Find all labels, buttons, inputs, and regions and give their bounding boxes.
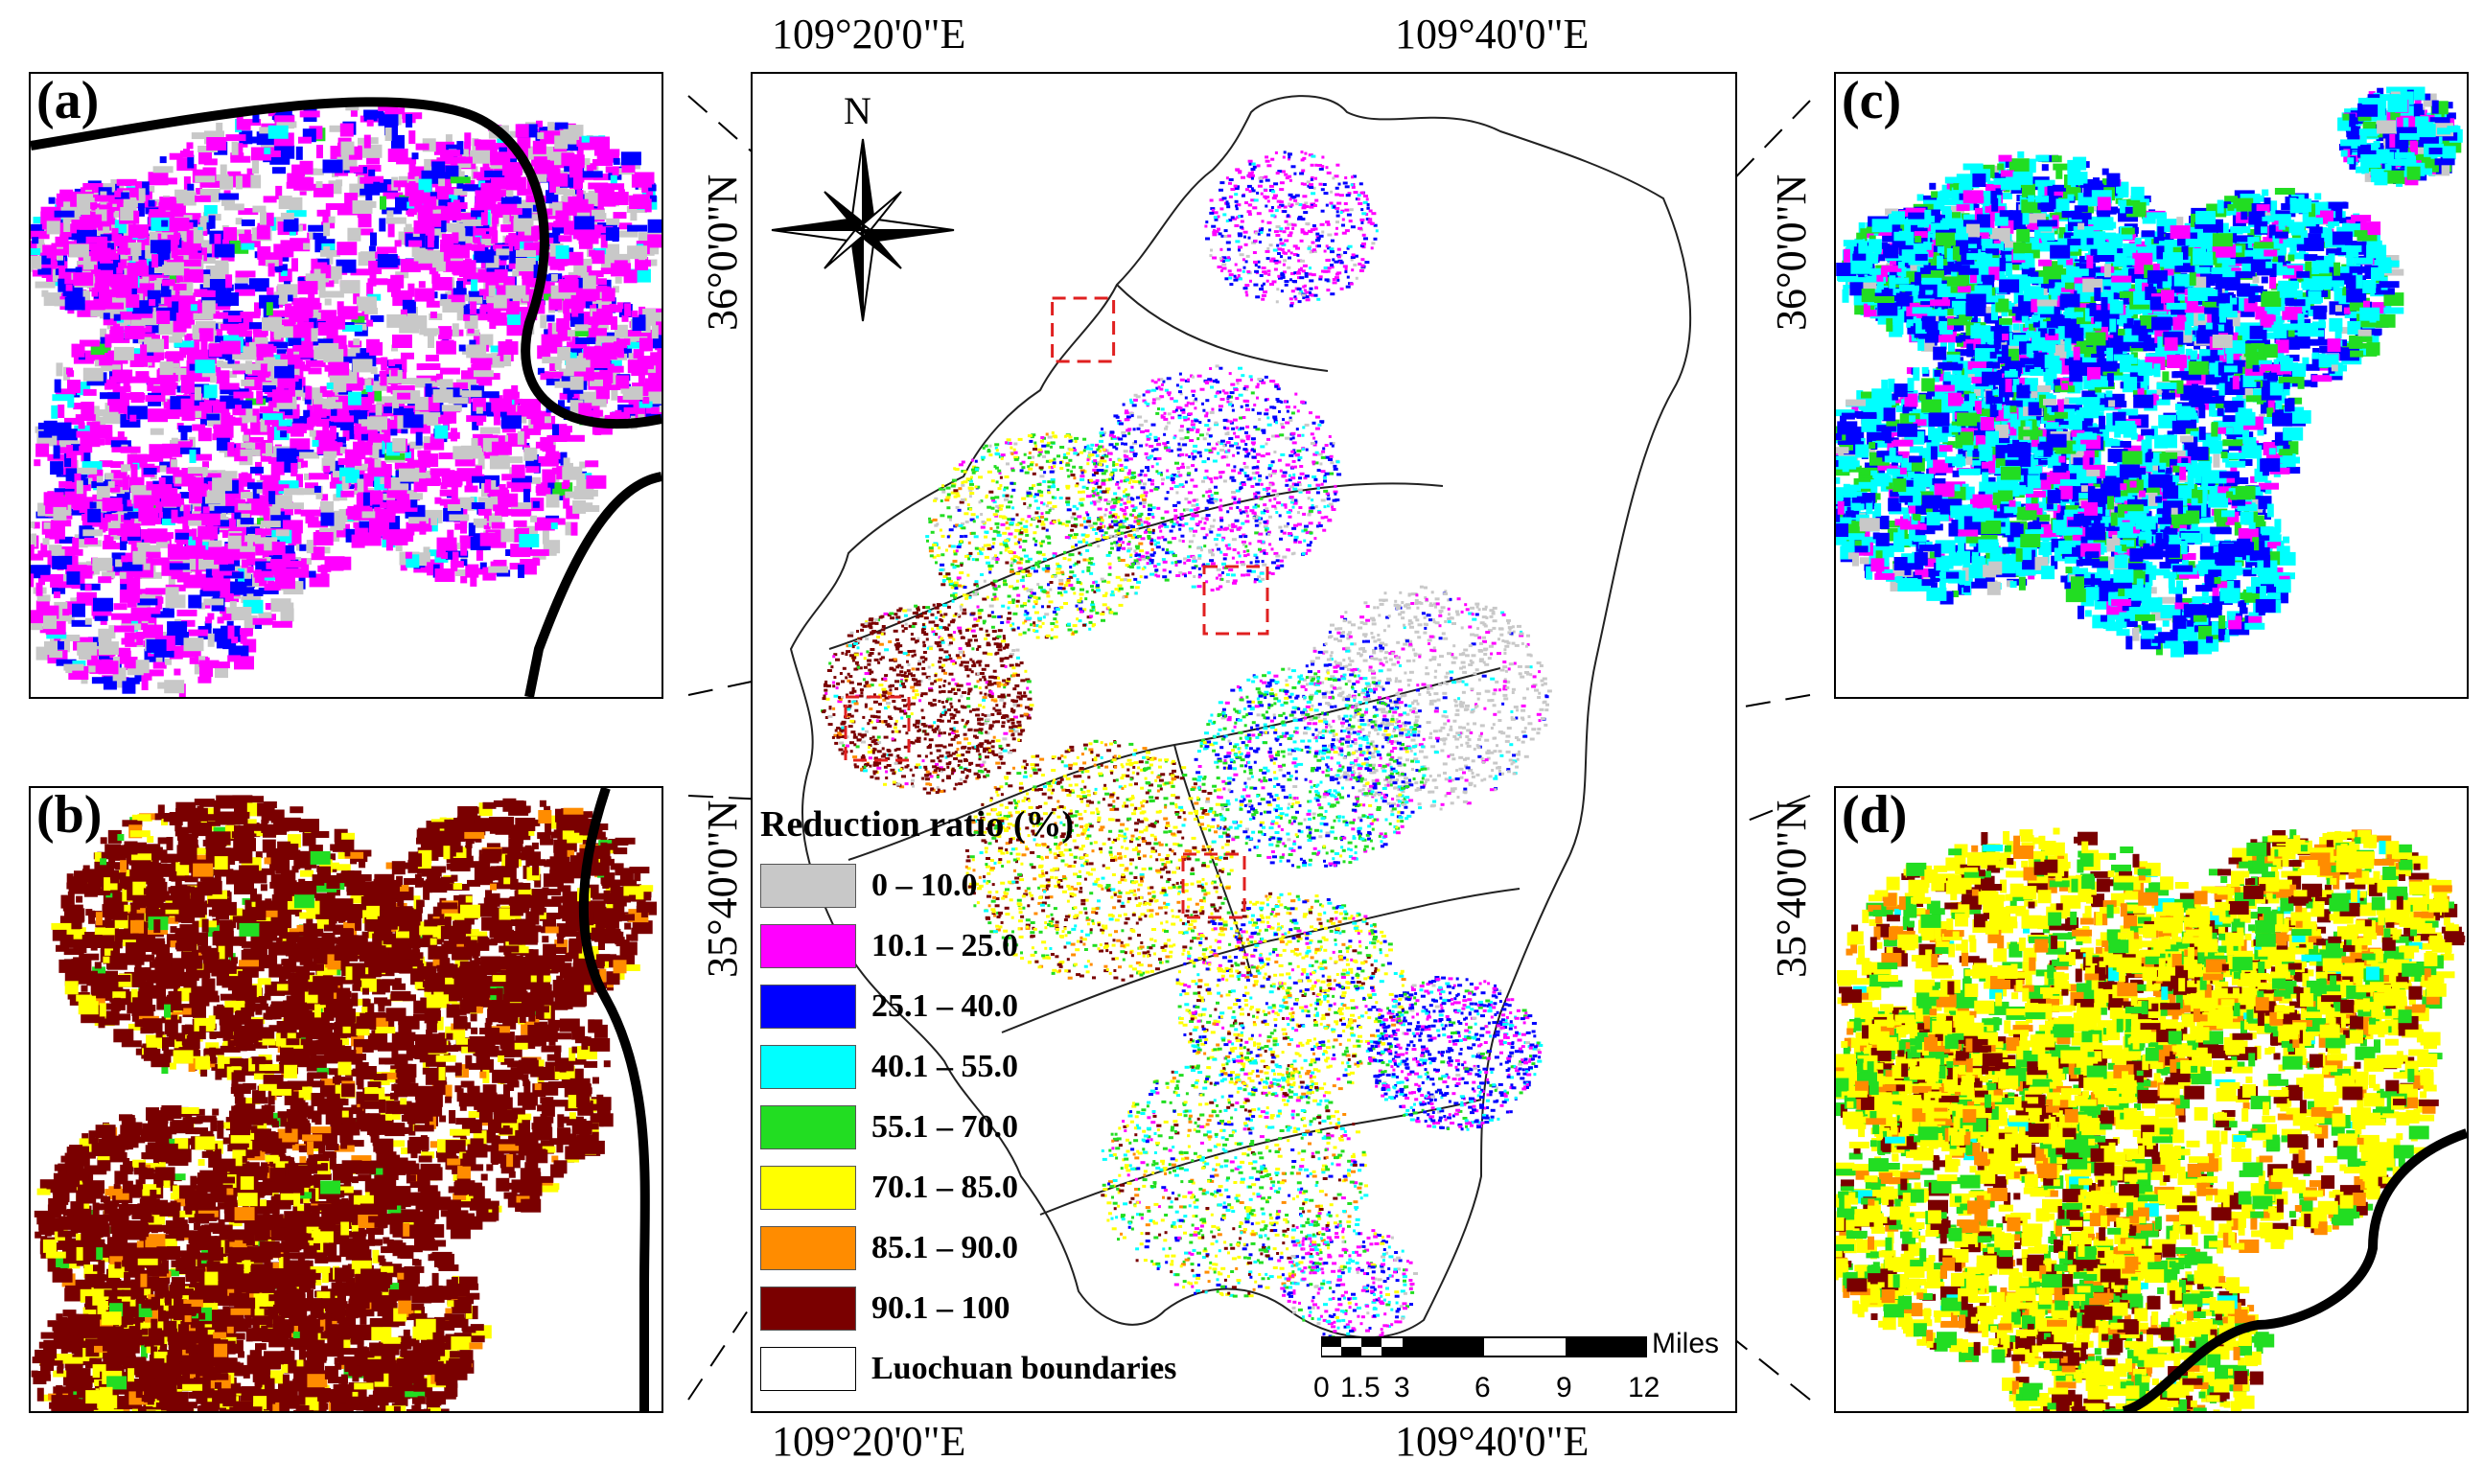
panel-a-map <box>31 97 662 697</box>
legend-item: 10.1 – 25.0 <box>760 916 1176 976</box>
panel-label-b: (b) <box>36 788 102 842</box>
panel-label-a: (a) <box>36 74 99 128</box>
legend-swatch <box>760 984 856 1029</box>
panel-c-map <box>1836 86 2463 658</box>
zoom-panel-a: (a) <box>29 72 663 699</box>
scale-tick-0: 0 <box>1313 1372 1330 1404</box>
legend-label: 0 – 10.0 <box>871 868 978 904</box>
coord-left-bottom: 35°40'0"N <box>698 800 747 978</box>
coord-top-right: 109°40'0"E <box>1395 10 1589 58</box>
legend: Reduction ratio (%) 0 – 10.0 10.1 – 25.0 2… <box>760 803 1176 1399</box>
legend-item: 25.1 – 40.0 <box>760 976 1176 1036</box>
coord-bottom-left: 109°20'0"E <box>772 1417 965 1466</box>
panel-b-map <box>31 788 657 1411</box>
legend-swatch <box>760 1346 856 1391</box>
legend-label: Luochuan boundaries <box>871 1351 1176 1387</box>
scale-bar-graphic <box>1320 1336 1648 1357</box>
legend-item: 85.1 – 90.0 <box>760 1217 1176 1278</box>
main-map-frame <box>751 72 1737 1413</box>
legend-swatch <box>760 1104 856 1149</box>
coord-left-top: 36°0'0"N <box>698 174 747 331</box>
legend-swatch <box>760 863 856 908</box>
scale-tick-2: 3 <box>1394 1372 1410 1404</box>
legend-item: Luochuan boundaries <box>760 1338 1176 1399</box>
zoom-panel-c: (c) <box>1834 72 2469 699</box>
north-label: N <box>844 88 871 133</box>
panel-label-c: (c) <box>1842 74 1901 128</box>
luochuan-main-map <box>789 95 1692 1343</box>
legend-item: 40.1 – 55.0 <box>760 1036 1176 1097</box>
legend-item: 0 – 10.0 <box>760 855 1176 916</box>
scale-tick-3: 6 <box>1474 1372 1491 1404</box>
coord-right-top: 36°0'0"N <box>1767 174 1816 331</box>
legend-label: 40.1 – 55.0 <box>871 1049 1018 1085</box>
coord-right-bottom: 35°40'0"N <box>1767 800 1816 978</box>
legend-title: Reduction ratio (%) <box>760 803 1176 846</box>
legend-label: 85.1 – 90.0 <box>871 1230 1018 1266</box>
coord-top-left: 109°20'0"E <box>772 10 965 58</box>
legend-item: 55.1 – 70.0 <box>760 1097 1176 1157</box>
legend-swatch <box>760 1225 856 1270</box>
legend-item: 90.1 – 100 <box>760 1278 1176 1338</box>
zoom-panel-b: (b) <box>29 786 663 1413</box>
legend-item: 70.1 – 85.0 <box>760 1157 1176 1217</box>
scale-tick-1: 1.5 <box>1340 1372 1381 1404</box>
coord-bottom-right: 109°40'0"E <box>1395 1417 1589 1466</box>
legend-swatch <box>760 1286 856 1331</box>
legend-label: 70.1 – 85.0 <box>871 1170 1018 1206</box>
legend-label: 10.1 – 25.0 <box>871 928 1018 964</box>
scale-unit: Miles <box>1652 1328 1719 1360</box>
panel-d-map <box>1836 827 2467 1411</box>
legend-swatch <box>760 1165 856 1210</box>
legend-swatch <box>760 923 856 968</box>
legend-label: 90.1 – 100 <box>871 1290 1010 1327</box>
legend-label: 55.1 – 70.0 <box>871 1109 1018 1146</box>
scale-bar: 0 1.5 3 6 9 12 Miles <box>1313 1328 1719 1403</box>
zoom-panel-d: (d) <box>1834 786 2469 1413</box>
scale-tick-5: 12 <box>1628 1372 1660 1404</box>
scale-tick-4: 9 <box>1556 1372 1572 1404</box>
north-arrow-icon <box>771 138 955 322</box>
legend-label: 25.1 – 40.0 <box>871 988 1018 1025</box>
panel-label-d: (d) <box>1842 788 1907 842</box>
legend-swatch <box>760 1044 856 1089</box>
